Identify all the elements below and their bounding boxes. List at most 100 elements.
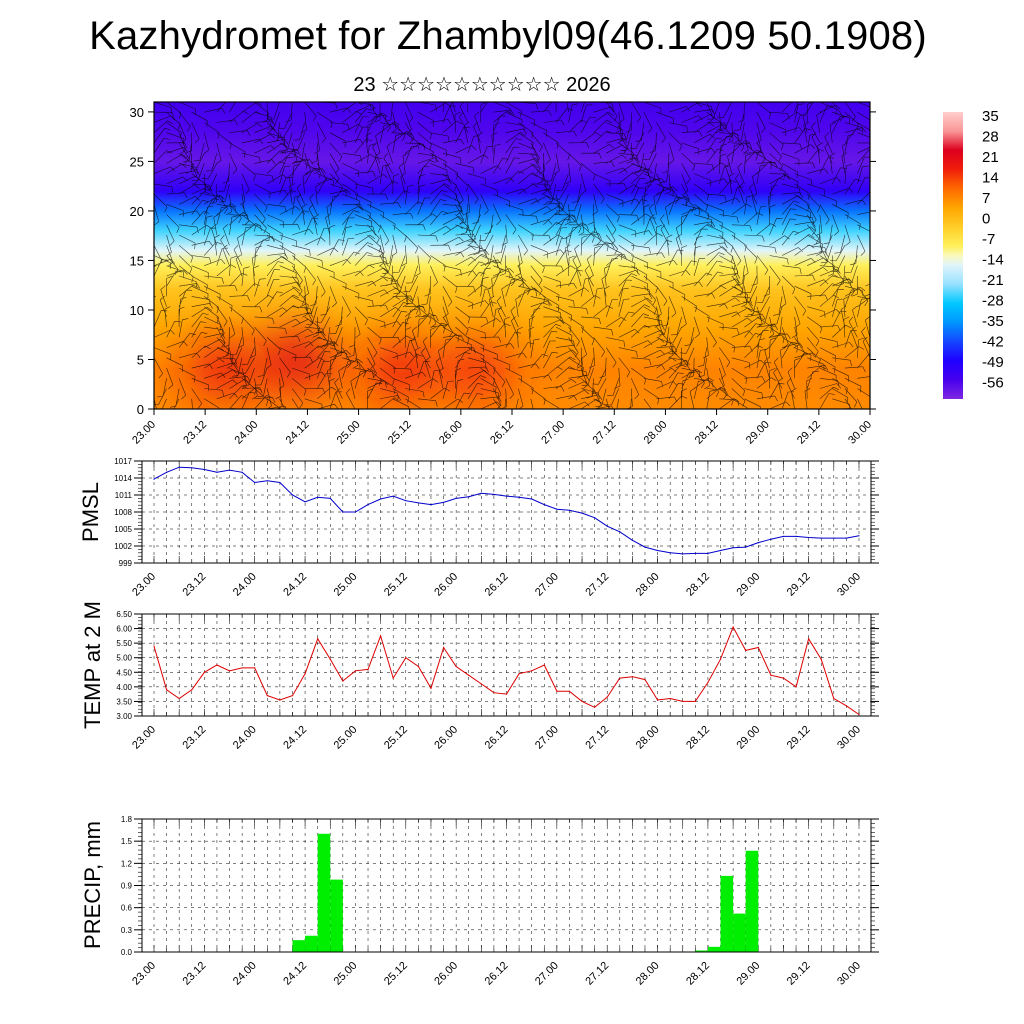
- x-tick-label: 30.00: [835, 571, 863, 599]
- pmsl-point: [417, 502, 419, 504]
- x-tick-label: 23.00: [130, 571, 158, 599]
- x-tick-label: 29.12: [785, 724, 813, 752]
- temp-2m-point: [682, 700, 684, 703]
- pmsl-point: [228, 469, 231, 471]
- temp-2m-point: [405, 657, 407, 659]
- warm-core: [442, 339, 511, 400]
- pmsl-point: [820, 537, 822, 539]
- y-tick-label: 1005: [114, 525, 132, 534]
- x-tick-label: 24.00: [231, 571, 259, 599]
- temp-2m-point: [707, 681, 709, 684]
- colorbar-label: -35: [982, 313, 1004, 330]
- x-tick-label: 24.12: [281, 724, 309, 752]
- temp-2m-point: [165, 689, 168, 691]
- colorbar-label: -28: [982, 293, 1004, 310]
- pmsl-point: [342, 511, 344, 513]
- pmsl-point: [745, 546, 747, 548]
- y-tick-label: 0.3: [121, 926, 133, 935]
- temp-2m-point: [430, 687, 432, 689]
- pmsl-point: [279, 481, 281, 484]
- pmsl-point: [380, 498, 382, 500]
- precip-bar: [695, 950, 708, 952]
- temp-2m-point: [493, 692, 495, 694]
- x-tick-label: 29.00: [734, 571, 762, 599]
- pmsl-point: [858, 535, 860, 537]
- pmsl-point: [266, 480, 268, 482]
- temp-2m-point: [606, 696, 608, 698]
- temp-2m-point: [644, 678, 646, 681]
- colorbar-label: -7: [982, 231, 995, 248]
- temp-2m-point: [480, 683, 482, 685]
- temp-2m-point: [833, 697, 835, 700]
- precip-bar: [720, 875, 734, 952]
- y-tick-label: 30: [130, 105, 144, 120]
- temp-2m-point: [442, 646, 445, 649]
- y-tick-label: 1.5: [121, 837, 133, 846]
- x-tick-label: 27.00: [533, 571, 561, 599]
- x-tick-label: 27.12: [583, 724, 611, 752]
- temp-2m-point: [782, 677, 785, 679]
- y-tick-label: 0.0: [121, 948, 133, 957]
- pmsl-point: [845, 537, 848, 539]
- temp-2m-point: [354, 670, 357, 672]
- pmsl-point: [153, 478, 155, 480]
- y-tick-label: 0.6: [121, 904, 133, 913]
- x-tick-label: 24.12: [281, 571, 309, 599]
- pmsl-point: [543, 504, 545, 506]
- temp-2m-point: [367, 668, 369, 670]
- temp-2m-point: [531, 670, 533, 672]
- pmsl-point: [430, 504, 432, 506]
- x-tick-label: 23.00: [130, 419, 158, 447]
- temp-2m-point: [631, 676, 633, 678]
- pmsl-point: [254, 481, 256, 484]
- pmsl-point: [619, 531, 621, 533]
- y-tick-label: 0.9: [121, 882, 133, 891]
- pmsl-point: [606, 525, 608, 527]
- wind-barb-field: [154, 102, 870, 409]
- x-tick-label: 29.00: [734, 724, 762, 752]
- x-tick-label: 29.00: [744, 419, 772, 447]
- pmsl-point: [405, 500, 407, 502]
- pmsl-point: [442, 501, 445, 503]
- pmsl-point: [165, 471, 168, 473]
- temp-2m-point: [178, 697, 180, 700]
- temp-2m-point: [858, 713, 860, 716]
- temp-2m-point: [770, 674, 772, 676]
- pmsl-point: [216, 471, 218, 473]
- temp-2m-point: [669, 697, 671, 700]
- pmsl-point: [770, 538, 772, 540]
- x-tick-label: 24.00: [231, 724, 259, 752]
- pmsl-point: [531, 498, 533, 500]
- y-tick-label: 6.00: [116, 625, 132, 634]
- y-tick-label: 6.50: [116, 610, 132, 619]
- y-tick-label: 999: [119, 559, 133, 568]
- x-tick-label: 28.00: [634, 960, 662, 988]
- temp-2m-point: [556, 690, 558, 692]
- pmsl-point: [480, 492, 482, 494]
- x-tick-label: 23.00: [130, 724, 158, 752]
- x-tick-label: 25.12: [382, 960, 410, 988]
- temp-2m-point: [216, 664, 218, 666]
- temp-panel: 6.50 6.00 5.50 5.00 4.50 4.00 3.50 3.00 23.00 23.…: [80, 601, 879, 752]
- temp-2m-point: [279, 699, 281, 701]
- grid: [142, 819, 871, 952]
- temp-2m-point: [619, 677, 621, 679]
- x-tick-label: 30.00: [835, 960, 863, 988]
- temp-2m-point: [795, 686, 797, 688]
- x-tick-label: 28.12: [684, 724, 712, 752]
- grid: [142, 614, 871, 716]
- y-tick-label: 1.8: [121, 815, 133, 824]
- y-tick-label: 1002: [114, 542, 132, 551]
- plot-frame: [141, 818, 872, 953]
- warm-core: [189, 339, 258, 400]
- precip-bar: [733, 913, 746, 952]
- pmsl-point: [795, 535, 797, 537]
- pmsl-point: [833, 537, 835, 539]
- x-tick-label: 23.12: [181, 571, 209, 599]
- pmsl-point: [191, 467, 193, 469]
- y-tick-label: 5: [137, 352, 144, 367]
- pmsl-point: [757, 542, 759, 544]
- pmsl-point: [178, 466, 180, 468]
- pmsl-point: [719, 549, 722, 552]
- temp-2m-point: [241, 667, 243, 669]
